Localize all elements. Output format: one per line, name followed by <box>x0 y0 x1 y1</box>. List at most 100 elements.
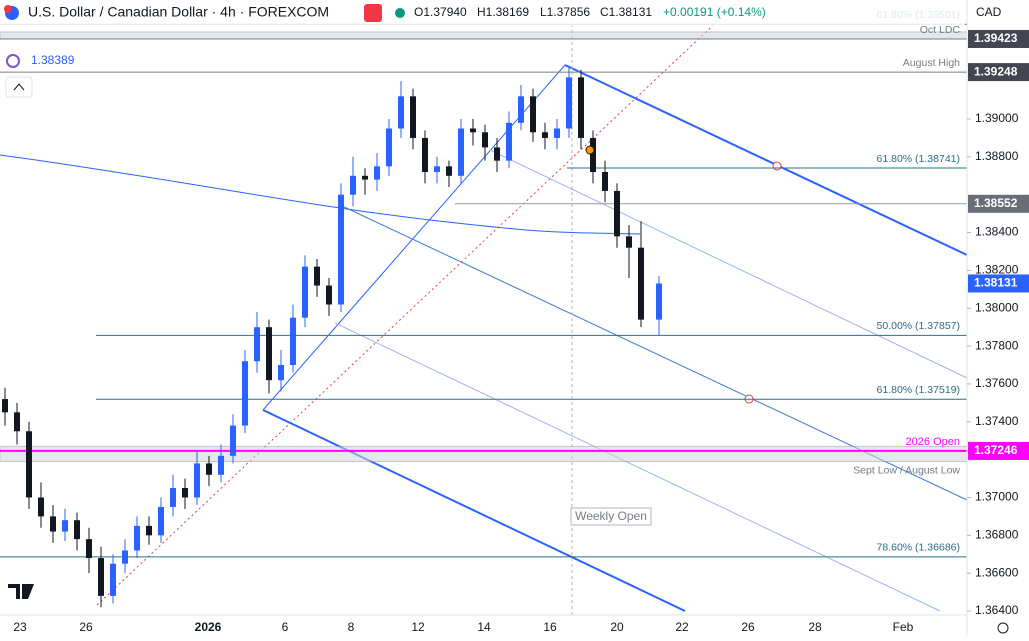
level-label: Oct LDC <box>920 24 961 36</box>
candle-body <box>302 266 308 318</box>
x-tick-label: 14 <box>477 620 491 634</box>
y-tick-label: 1.38800 <box>975 149 1019 163</box>
candle-body <box>614 190 620 237</box>
candle-body <box>566 77 572 129</box>
candle-body <box>242 361 248 426</box>
currency: CAD <box>976 5 1002 19</box>
annotation: Weekly Open <box>575 509 647 523</box>
candle-body <box>194 463 200 498</box>
candle-body <box>602 172 608 191</box>
y-tick-label: 1.38200 <box>975 263 1019 277</box>
x-tick-label: 8 <box>348 620 355 634</box>
candle-body <box>578 77 584 138</box>
header-high: H1.38169 <box>477 5 529 19</box>
x-tick-label: 6 <box>282 620 289 634</box>
header-open: O1.37940 <box>414 5 467 19</box>
candles <box>2 66 662 608</box>
candle-body <box>254 327 260 362</box>
header-close: C1.38131 <box>600 5 652 19</box>
status-dot <box>395 8 405 18</box>
candle-body <box>314 266 320 286</box>
level-label: 2026 Open <box>906 436 960 448</box>
candle-body <box>518 96 524 123</box>
x-tick-label: 23 <box>13 620 27 634</box>
moving-average <box>0 154 641 235</box>
price-badge <box>968 441 1029 460</box>
zone-label: Sept Low / August Low <box>853 464 960 476</box>
header-bg <box>0 0 965 26</box>
y-tick-label: 1.37600 <box>975 376 1019 390</box>
candle-body <box>422 137 428 173</box>
candle-body <box>470 128 476 133</box>
channel-line <box>262 409 686 612</box>
price-axis <box>967 0 1029 636</box>
candle-body <box>482 132 488 148</box>
indicator-icon[interactable] <box>6 54 20 68</box>
candle-body <box>50 516 56 532</box>
candle-body <box>170 488 176 507</box>
y-tick-label: 1.36600 <box>975 565 1019 579</box>
settings-icon[interactable] <box>997 622 1009 634</box>
price-badge <box>968 274 1029 293</box>
marker <box>772 161 782 171</box>
candle-body <box>290 317 296 366</box>
button[interactable] <box>364 4 382 22</box>
candle-body <box>506 122 512 161</box>
candle-body <box>530 96 536 133</box>
collapse-button[interactable] <box>5 76 33 98</box>
candle-body <box>74 520 80 540</box>
candle-body <box>386 128 392 167</box>
candle-body <box>158 506 164 536</box>
channel-line <box>564 64 968 256</box>
header-change: +0.00191 (+0.14%) <box>663 5 766 19</box>
chevron <box>13 83 25 91</box>
x-tick-label: Feb <box>893 620 914 634</box>
candle-body <box>110 563 116 596</box>
candle-body <box>86 539 92 559</box>
candle-body <box>656 283 662 320</box>
zone <box>0 31 968 40</box>
axis: 1.36400 1.36600 1.36800 1.37000 1.37400 1.376… <box>13 111 1018 634</box>
level-label: 61.80% (1.38741) <box>877 153 960 165</box>
y-tick-label: 1.38400 <box>975 225 1019 239</box>
candle-body <box>638 247 644 320</box>
candle-body <box>590 137 596 173</box>
price-badge <box>968 63 1029 82</box>
zone <box>0 445 968 463</box>
price-badge <box>968 194 1029 213</box>
candle-body <box>410 96 416 138</box>
price-badge-label: 1.37246 <box>974 443 1018 457</box>
header-low: L1.37856 <box>540 5 590 19</box>
level-label: 50.00% (1.37857) <box>877 320 960 332</box>
level-label: 78.60% (1.36686) <box>877 542 960 554</box>
x-tick-label: 28 <box>808 620 822 634</box>
candle-body <box>122 550 128 564</box>
candle-body <box>206 463 212 475</box>
candle-body <box>494 147 500 161</box>
x-tick-label: 12 <box>411 620 425 634</box>
price-badge-label: 1.38552 <box>974 196 1018 210</box>
candle-body <box>26 431 32 498</box>
candle-body <box>230 425 236 456</box>
trendline <box>262 64 566 411</box>
x-tick-label: 20 <box>610 620 624 634</box>
price-badge-label: 1.38131 <box>974 276 1018 290</box>
channel-line <box>334 322 941 612</box>
badges: 1.39423 1.39248 1.38552 1.37246 1.38131 <box>968 29 1029 460</box>
candle-body <box>434 166 440 173</box>
x-tick-label: 16 <box>543 620 557 634</box>
logo <box>8 584 34 599</box>
candle-body <box>134 525 140 551</box>
y-tick-label: 1.37800 <box>975 338 1019 352</box>
y-tick-label: 1.37400 <box>975 414 1019 428</box>
y-tick-label: 1.36800 <box>975 528 1019 542</box>
candle-body <box>278 365 284 381</box>
price-badge-label: 1.39248 <box>974 64 1018 78</box>
candle-body <box>266 327 272 381</box>
annotation-box <box>570 507 652 526</box>
candle-body <box>38 497 44 517</box>
level-label: 61.80% (1.37519) <box>877 384 960 396</box>
candle-body <box>374 166 380 180</box>
